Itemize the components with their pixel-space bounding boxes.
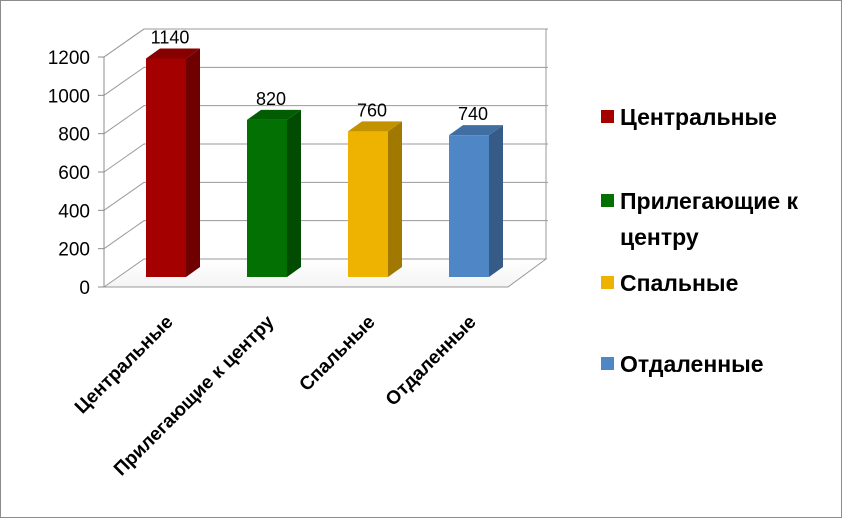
y-axis: 0 200 400 600 800 1000 1200 [48, 48, 105, 299]
bar-top [449, 125, 503, 136]
legend-swatch [601, 110, 614, 123]
legend-label: Центральные [620, 104, 777, 130]
x-tick-label: Спальные [296, 312, 380, 396]
bar-top [146, 48, 200, 59]
legend-label: Отдаленные [620, 351, 764, 377]
y-tick-label: 200 [58, 240, 90, 261]
bar-front [146, 58, 186, 277]
bar-front [247, 119, 287, 277]
bar [449, 125, 503, 278]
legend-entry: Прилегающие к центру [601, 188, 799, 250]
bar-side [186, 48, 200, 277]
bar-side [287, 109, 301, 277]
bar-top [247, 109, 301, 120]
bar-side [489, 125, 503, 278]
x-tick-label: Центральные [71, 312, 178, 419]
y-tick-label: 600 [58, 163, 90, 184]
gridline [103, 66, 548, 96]
legend-swatch [601, 357, 614, 370]
bar [348, 121, 402, 277]
gridlines [103, 28, 548, 250]
data-label: 760 [357, 100, 387, 120]
x-tick-label: Отдаленные [382, 312, 481, 411]
bar-top [348, 121, 402, 132]
legend: Центральные Прилегающие к центру Спальные От… [601, 104, 799, 377]
gridline [103, 28, 548, 58]
y-tick-label: 1000 [48, 86, 90, 107]
legend-label: Прилегающие к центру [620, 188, 799, 250]
x-tick-label: Прилегающие к центру [110, 311, 279, 480]
data-labels: 1140 820 760 740 [151, 28, 488, 125]
legend-swatch [601, 194, 614, 207]
y-tick-label: 0 [79, 278, 90, 299]
bar [247, 109, 301, 277]
gridline [103, 220, 548, 250]
gridline [103, 105, 548, 135]
data-label: 1140 [151, 28, 190, 48]
bar-front [449, 135, 489, 277]
gridline [103, 143, 548, 173]
y-tick-label: 800 [58, 125, 90, 146]
y-tick-label: 1200 [48, 48, 90, 69]
legend-entry: Спальные [601, 270, 738, 296]
bar-front [348, 131, 388, 277]
legend-entry: Отдаленные [601, 351, 764, 377]
legend-entry: Центральные [601, 104, 777, 130]
data-label: 820 [256, 89, 286, 109]
data-label: 740 [458, 104, 488, 124]
bar [146, 48, 200, 277]
y-tick-label: 400 [58, 201, 90, 222]
legend-swatch [601, 276, 614, 289]
bars [146, 48, 503, 278]
legend-label: Спальные [620, 270, 738, 296]
bar-side [388, 121, 402, 277]
gridline [103, 181, 548, 211]
